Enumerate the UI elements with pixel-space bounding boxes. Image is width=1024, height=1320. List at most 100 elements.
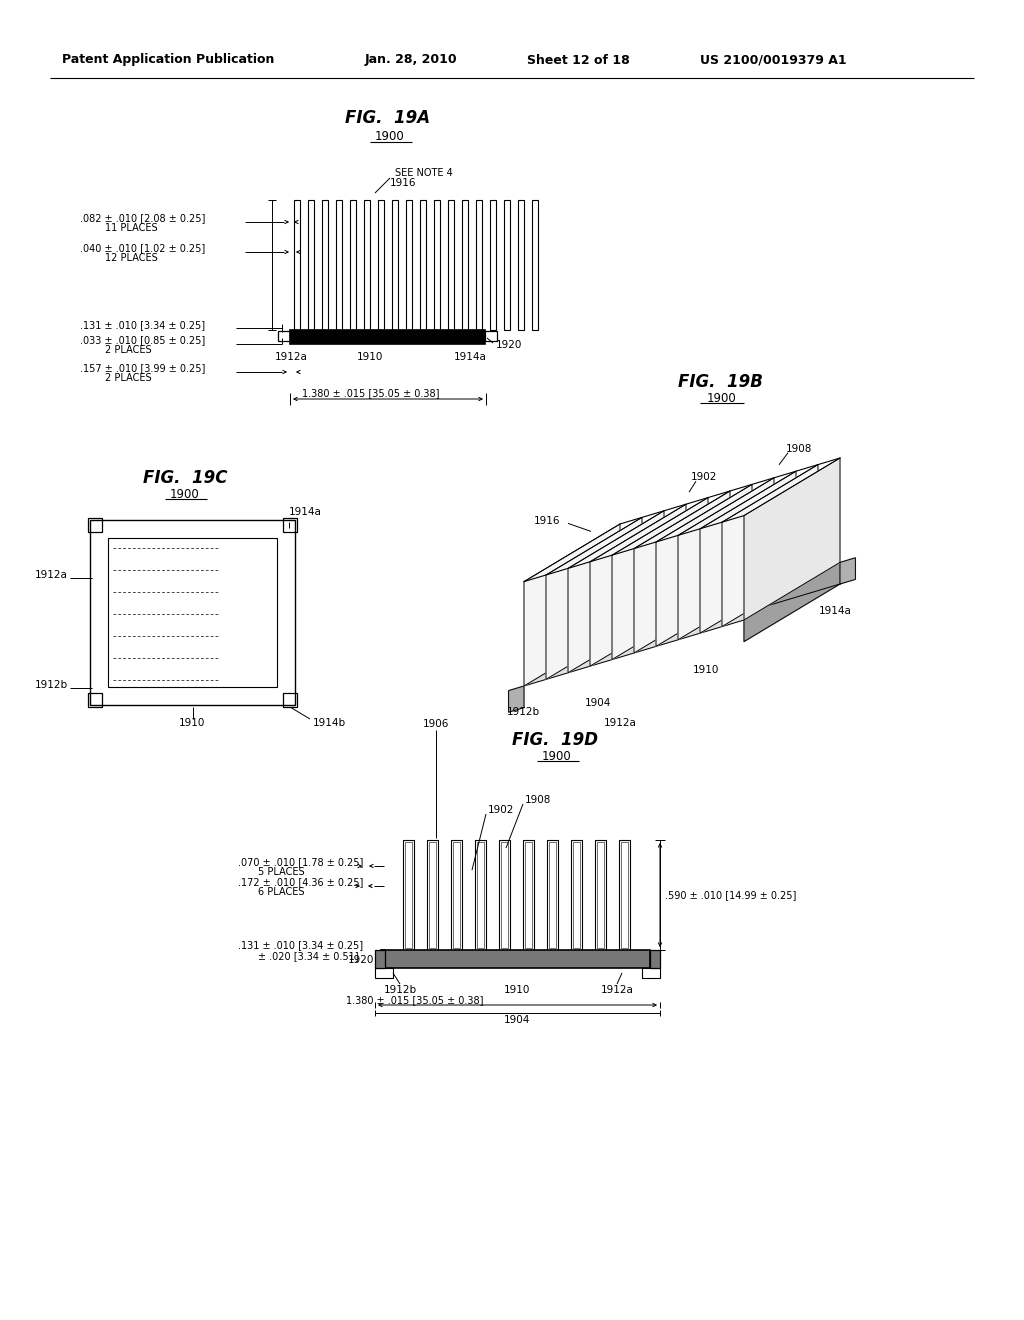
Polygon shape [678,478,774,640]
Text: 1920: 1920 [347,954,374,965]
Text: 1910: 1910 [179,718,206,729]
Text: FIG.  19B: FIG. 19B [678,374,763,391]
Polygon shape [568,511,664,673]
Text: Patent Application Publication: Patent Application Publication [62,54,274,66]
Bar [403,840,414,950]
Bar [453,842,460,948]
Bar [336,201,341,330]
Bar [375,968,393,978]
Bar [650,950,660,968]
Text: 1900: 1900 [542,750,571,763]
Bar [406,842,412,948]
Text: .172 ± .010 [4.36 ± 0.25]: .172 ± .010 [4.36 ± 0.25] [238,876,364,887]
Polygon shape [700,471,796,634]
Bar [429,842,436,948]
Polygon shape [620,562,840,649]
Bar [573,842,580,948]
Text: 1914a: 1914a [289,507,322,517]
Text: .131 ± .010 [3.34 ± 0.25]: .131 ± .010 [3.34 ± 0.25] [80,319,205,330]
Text: 1910: 1910 [356,352,383,362]
Bar [642,968,660,978]
Bar [462,201,468,330]
Text: .082 ± .010 [2.08 ± 0.25]: .082 ± .010 [2.08 ± 0.25] [80,213,206,223]
Bar [549,842,556,948]
Text: 1914a: 1914a [819,606,852,616]
Text: 1920: 1920 [808,532,835,543]
Text: 1908: 1908 [786,444,812,454]
Text: US 2100/0019379 A1: US 2100/0019379 A1 [700,54,847,66]
Text: 1914a: 1914a [454,352,486,362]
Text: 1912a: 1912a [35,570,68,579]
Text: FIG.  19A: FIG. 19A [345,110,430,127]
Text: 1914b: 1914b [313,718,346,729]
Text: 6 PLACES: 6 PLACES [258,887,304,898]
Text: FIG.  19C: FIG. 19C [142,469,227,487]
Bar [621,842,628,948]
Polygon shape [524,562,840,686]
Text: 1908: 1908 [525,795,551,805]
Bar [532,201,538,330]
Polygon shape [744,562,840,642]
Bar [501,842,508,948]
Bar [597,842,604,948]
Text: 1912a: 1912a [604,718,637,729]
Bar [477,842,484,948]
Text: Jan. 28, 2010: Jan. 28, 2010 [365,54,458,66]
Text: .590 ± .010 [14.99 ± 0.25]: .590 ± .010 [14.99 ± 0.25] [665,890,797,900]
Bar [485,331,497,341]
Text: .070 ± .010 [1.78 ± 0.25]: .070 ± .010 [1.78 ± 0.25] [238,857,364,867]
Bar [475,840,486,950]
Text: 1900: 1900 [170,487,200,500]
Bar [108,539,278,686]
Text: 1902: 1902 [488,805,514,814]
Text: 1.380 ± .015 [35.05 ± 0.38]: 1.380 ± .015 [35.05 ± 0.38] [346,995,483,1005]
Text: .040 ± .010 [1.02 ± 0.25]: .040 ± .010 [1.02 ± 0.25] [80,243,205,253]
Text: 1906: 1906 [540,594,566,605]
Text: 1904: 1904 [504,1015,530,1026]
Bar [547,840,558,950]
Bar [88,517,102,532]
Polygon shape [840,558,855,583]
Text: .131 ± .010 [3.34 ± 0.25]: .131 ± .010 [3.34 ± 0.25] [238,940,364,950]
Text: 1912b: 1912b [383,985,417,995]
Text: FIG.  19D: FIG. 19D [512,731,598,748]
Bar [350,201,355,330]
Polygon shape [634,491,730,653]
Bar [523,840,534,950]
Bar [427,840,438,950]
Text: 1912b: 1912b [35,680,68,690]
Polygon shape [656,484,752,647]
Bar [406,201,412,330]
Bar [364,201,370,330]
Bar [322,201,328,330]
Polygon shape [722,465,818,627]
Bar [392,201,397,330]
Bar [595,840,606,950]
Bar [504,201,510,330]
Bar [490,201,496,330]
Bar [308,201,313,330]
Text: .033 ± .010 [0.85 ± 0.25]: .033 ± .010 [0.85 ± 0.25] [80,335,205,345]
Bar [451,840,462,950]
Text: 11 PLACES: 11 PLACES [105,223,158,234]
Text: .157 ± .010 [3.99 ± 0.25]: .157 ± .010 [3.99 ± 0.25] [80,363,206,374]
Bar [476,201,481,330]
Text: Sheet 12 of 18: Sheet 12 of 18 [527,54,630,66]
Text: 12 PLACES: 12 PLACES [105,253,158,263]
Bar [283,517,297,532]
Polygon shape [546,517,642,680]
Text: 2 PLACES: 2 PLACES [105,374,152,383]
Text: 1910: 1910 [504,985,530,995]
Bar [618,840,630,950]
Text: 1912a: 1912a [274,352,307,362]
Bar [278,331,290,341]
Bar [525,842,532,948]
Text: 2 PLACES: 2 PLACES [105,345,152,355]
Text: 1910: 1910 [693,665,720,675]
Text: 1912a: 1912a [600,985,634,995]
Text: 1904: 1904 [585,698,611,709]
Bar [420,201,426,330]
Bar [434,201,439,330]
Polygon shape [590,504,686,667]
Bar [571,840,582,950]
